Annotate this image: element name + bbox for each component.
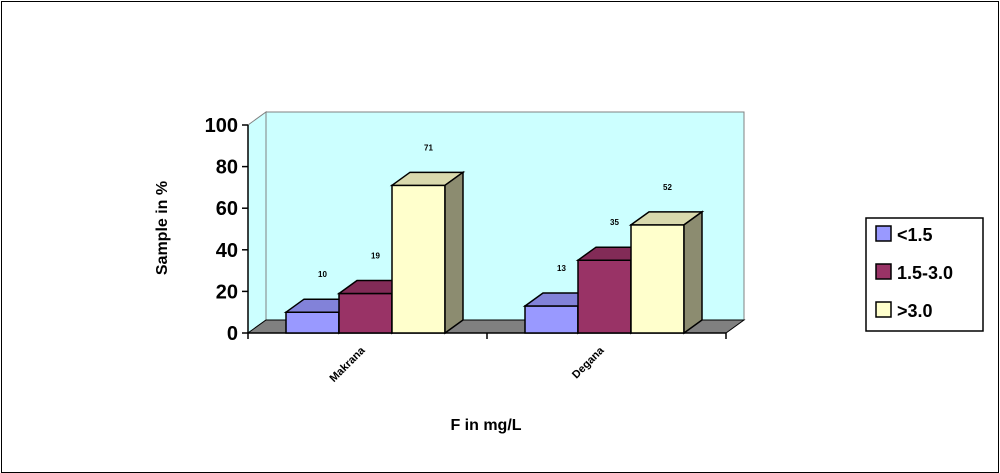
data-label: 13 bbox=[557, 264, 566, 273]
data-label: 19 bbox=[371, 251, 380, 260]
bar-front bbox=[391, 184, 446, 334]
bar-front bbox=[630, 224, 685, 334]
bars bbox=[283, 170, 705, 335]
legend-swatch bbox=[875, 263, 892, 280]
y-axis-label: Sample in % bbox=[154, 181, 171, 275]
legend-item-2: >3.0 bbox=[875, 301, 933, 321]
bar-side bbox=[683, 210, 703, 335]
bar-degana-2 bbox=[628, 210, 705, 335]
legend-label: <1.5 bbox=[897, 225, 933, 245]
y-tick-label: 40 bbox=[216, 240, 238, 262]
y-tick-label: 100 bbox=[205, 115, 238, 137]
legend-label: >3.0 bbox=[897, 301, 933, 321]
bar-chart: 0 20 40 60 80 100 10 19 71 Makrana 13 35 52 Degana S… bbox=[154, 111, 984, 434]
legend-item-1: 1.5-3.0 bbox=[875, 263, 953, 283]
y-tick-label: 0 bbox=[227, 323, 238, 345]
data-label: 71 bbox=[424, 143, 433, 152]
bar-side bbox=[444, 170, 464, 335]
bar-front bbox=[285, 311, 340, 334]
data-label: 10 bbox=[318, 270, 327, 279]
legend: <1.5 1.5-3.0 >3.0 bbox=[865, 217, 984, 332]
category-label: Makrana bbox=[328, 344, 369, 385]
y-tick-label: 20 bbox=[216, 281, 238, 303]
x-axis-label: F in mg/L bbox=[450, 417, 521, 434]
legend-swatch bbox=[875, 301, 892, 318]
bar-front bbox=[577, 259, 632, 334]
legend-label: 1.5-3.0 bbox=[897, 263, 953, 283]
y-tick-label: 80 bbox=[216, 157, 238, 179]
bar-makrana-2 bbox=[389, 170, 466, 335]
side-wall bbox=[247, 111, 267, 334]
legend-swatch bbox=[875, 225, 892, 242]
data-label: 52 bbox=[663, 183, 672, 192]
data-label: 35 bbox=[610, 218, 619, 227]
bar-front bbox=[338, 292, 393, 334]
y-tick-label: 60 bbox=[216, 198, 238, 220]
legend-item-0: <1.5 bbox=[875, 225, 933, 245]
bar-front bbox=[524, 305, 579, 334]
category-label: Degana bbox=[570, 344, 607, 381]
